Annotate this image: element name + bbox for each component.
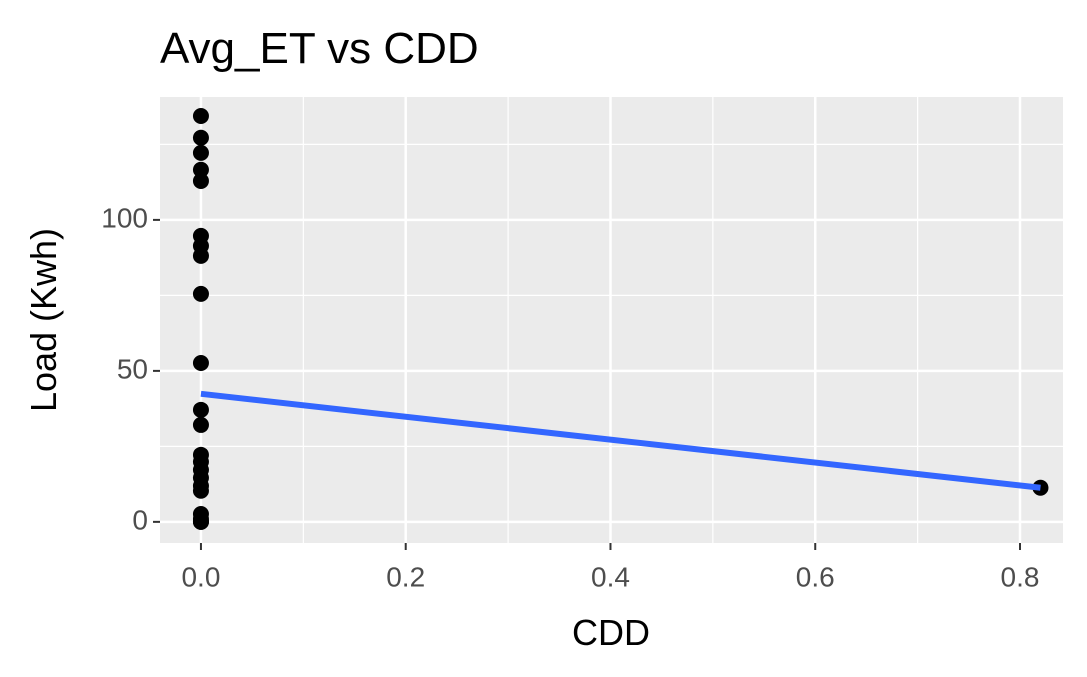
fit-line [200,390,1041,491]
point [192,144,209,161]
point [192,129,209,146]
x-axis-title: CDD [572,612,650,653]
point [192,355,209,372]
point [192,247,209,264]
x-tick-label: 0.0 [181,561,220,592]
point [192,401,209,418]
x-tick-label: 0.2 [386,561,425,592]
x-tick-label: 0.8 [1001,561,1040,592]
point [192,482,209,499]
point [192,161,209,178]
x-tick-label: 0.4 [591,561,630,592]
point [192,513,209,530]
point [192,416,209,433]
point [192,285,209,302]
y-axis-title: Load (Kwh) [23,228,64,412]
chart-title: Avg_ET vs CDD [160,24,479,73]
marks [192,108,1049,530]
y-tick-label: 100 [101,202,148,233]
point [192,108,209,125]
y-tick-label: 50 [117,353,148,384]
y-tick-label: 0 [132,504,148,535]
x-tick-label: 0.6 [796,561,835,592]
point [192,172,209,189]
